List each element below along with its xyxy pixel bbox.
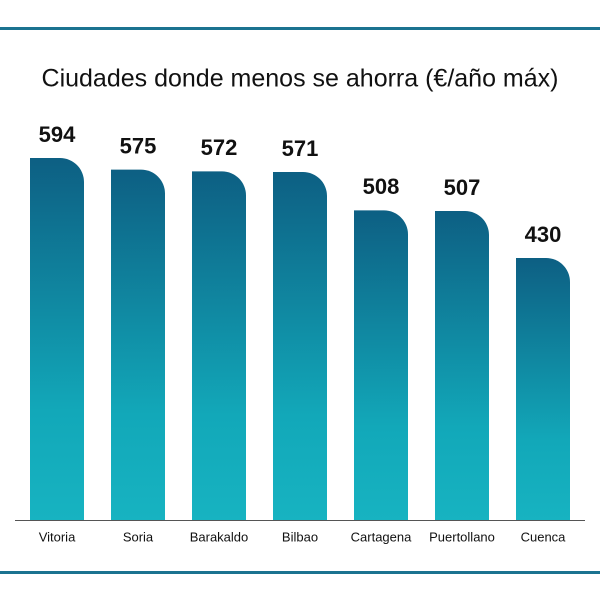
x-tick-label: Cartagena	[351, 529, 412, 544]
value-label: 508	[363, 174, 400, 199]
bar	[192, 171, 246, 520]
bar	[435, 211, 489, 520]
value-label: 507	[444, 175, 481, 200]
bar	[354, 210, 408, 521]
x-tick-label: Soria	[123, 529, 154, 544]
value-label: 430	[525, 222, 562, 247]
chart-title: Ciudades donde menos se ahorra (€/año má…	[42, 65, 559, 93]
bar	[273, 172, 327, 520]
x-tick-label: Cuenca	[521, 529, 567, 544]
bar	[516, 257, 570, 520]
x-tick-label: Vitoria	[39, 529, 76, 544]
value-label: 572	[201, 135, 238, 160]
bottom-rule	[0, 571, 600, 574]
value-label: 594	[39, 122, 76, 147]
x-tick-label: Barakaldo	[190, 529, 249, 544]
value-label: 571	[282, 136, 319, 161]
top-rule	[0, 27, 600, 30]
x-tick-label: Puertollano	[429, 529, 495, 544]
bar	[30, 158, 84, 520]
x-tick-label: Bilbao	[282, 529, 318, 544]
bar	[111, 169, 165, 520]
value-label: 575	[120, 133, 157, 158]
